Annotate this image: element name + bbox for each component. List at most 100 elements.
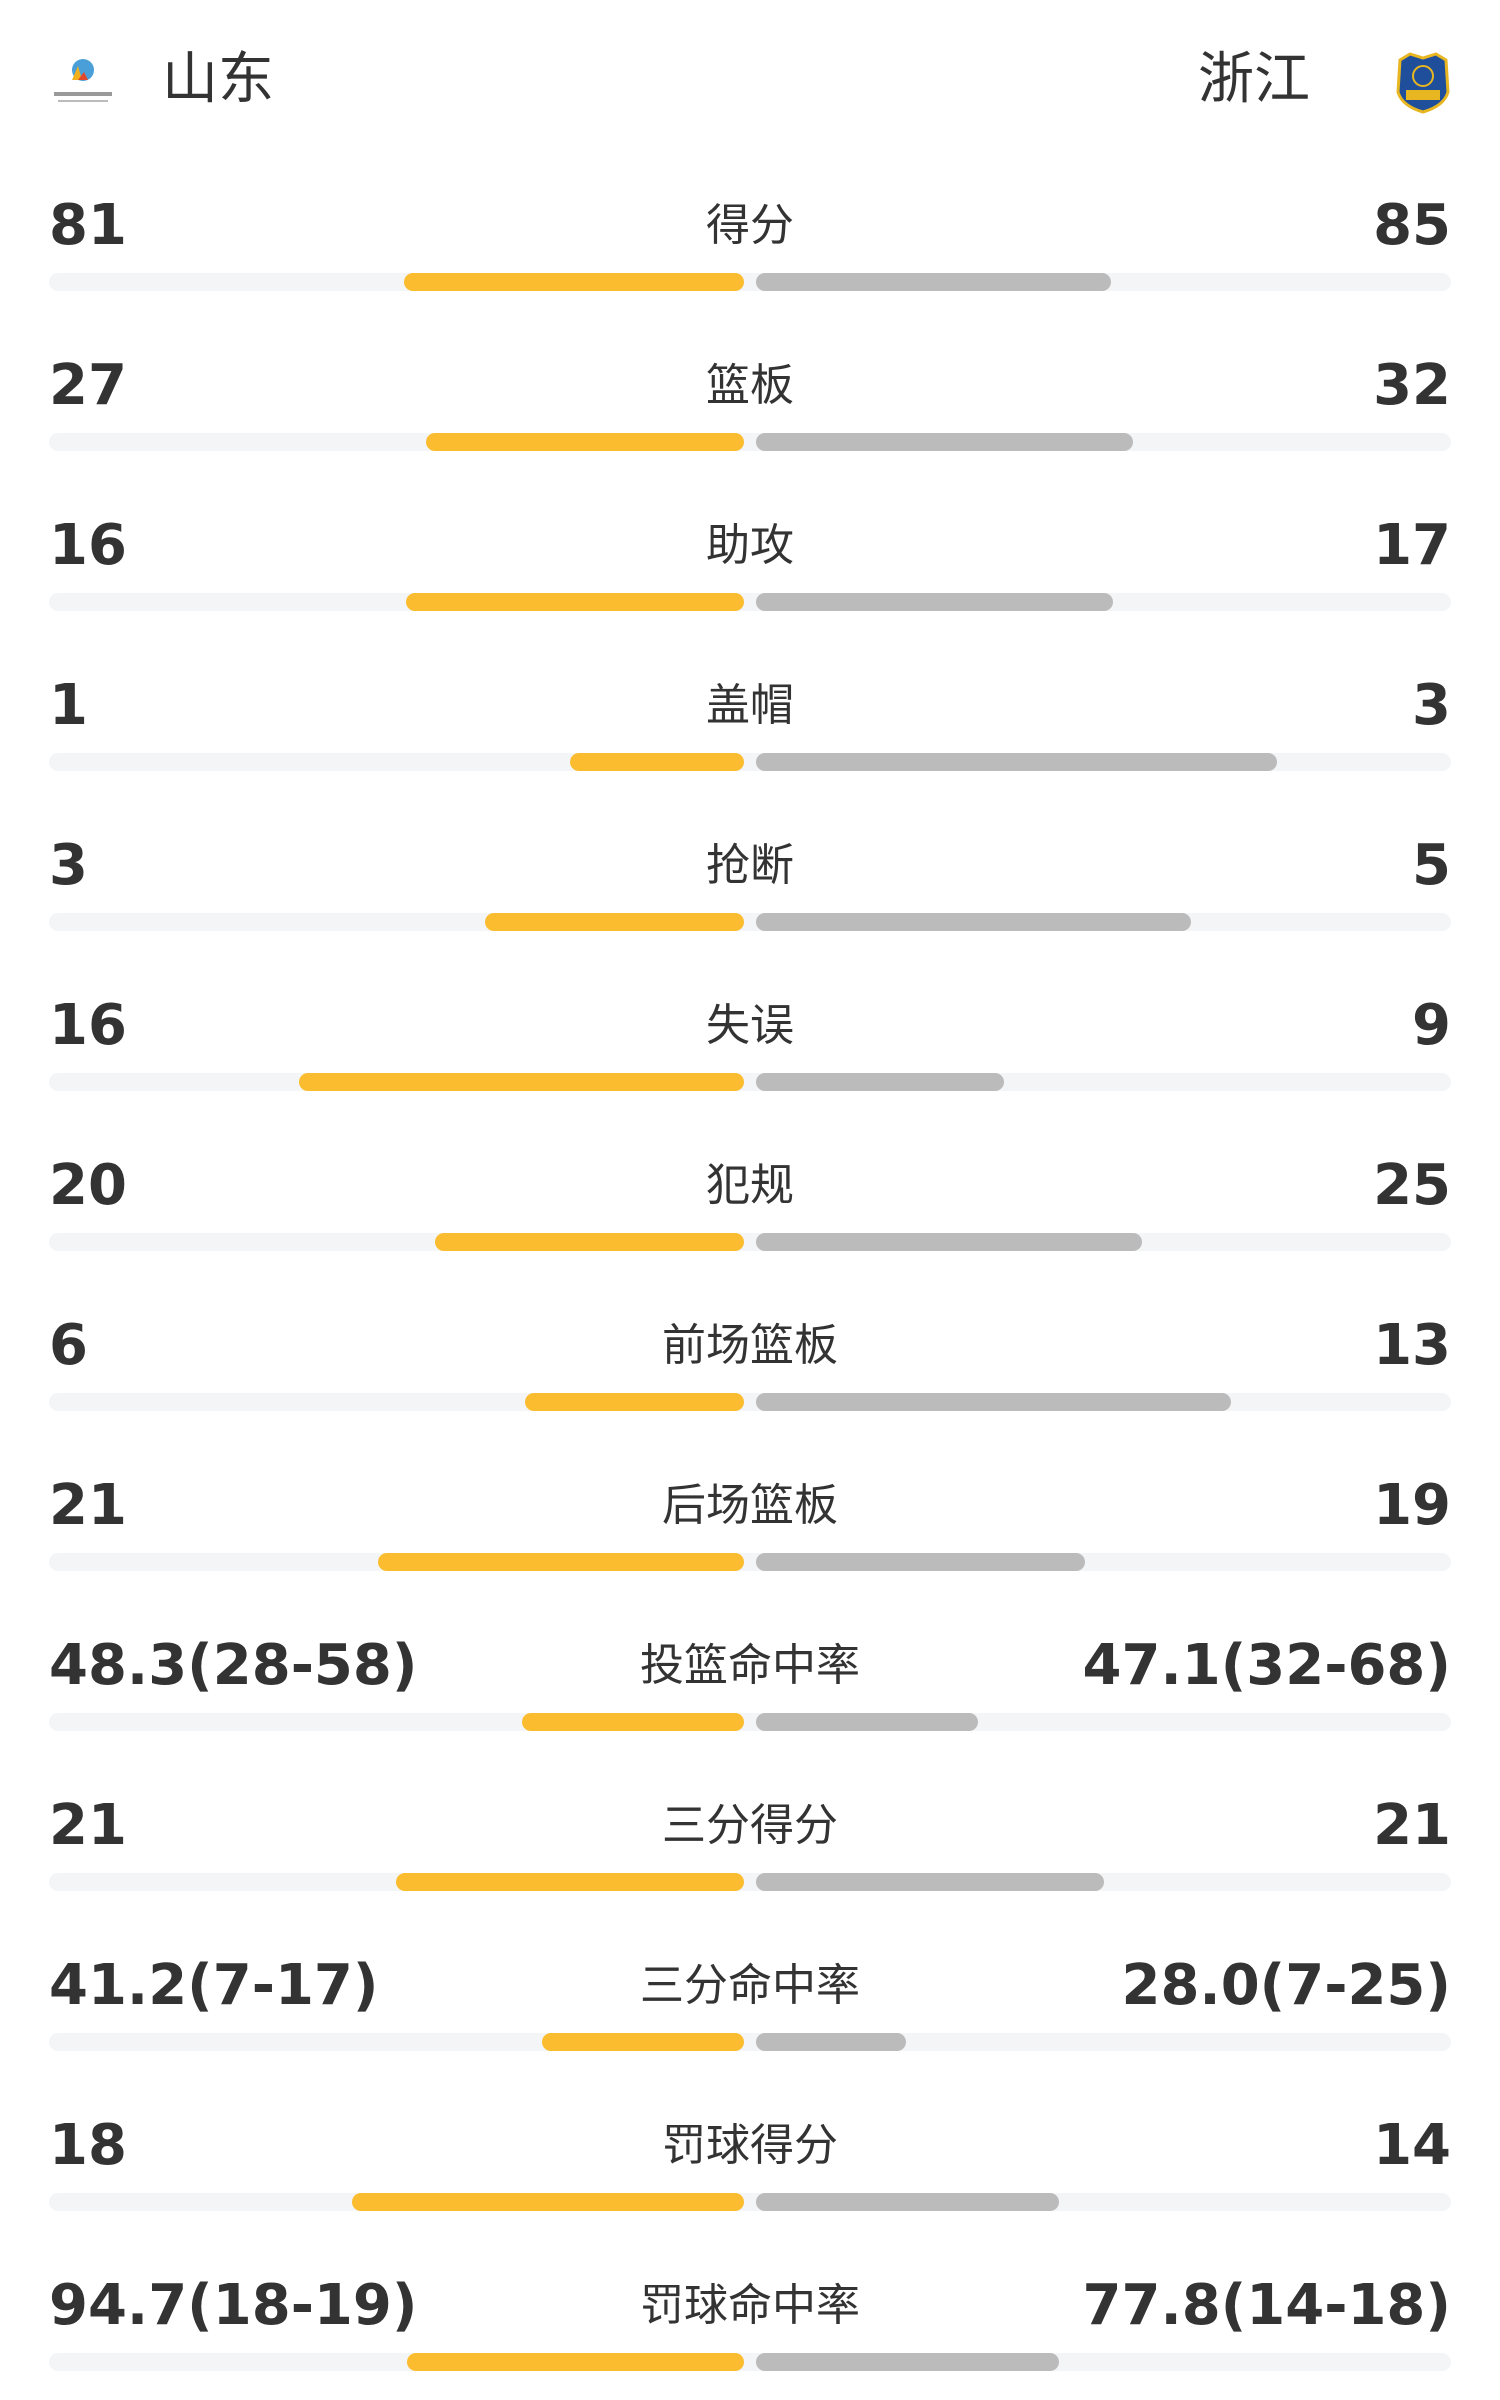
home-stat-value: 27 (49, 353, 127, 418)
stat-label: 助攻 (706, 520, 794, 571)
home-stat-value: 21 (49, 1473, 127, 1538)
stat-bar-track (49, 2193, 1451, 2211)
home-stat-bar (299, 1073, 744, 1091)
home-stat-bar (525, 1393, 744, 1411)
stat-row: 20 犯规 25 (0, 1120, 1500, 1280)
away-stat-value: 47.1(32-68) (1082, 1633, 1451, 1698)
stat-bar-track (49, 593, 1451, 611)
home-stat-bar (352, 2193, 744, 2211)
home-stat-bar (435, 1233, 744, 1251)
stat-bar-track (49, 913, 1451, 931)
home-stat-bar (407, 2353, 744, 2371)
home-stat-value: 21 (49, 1793, 127, 1858)
away-stat-bar (756, 753, 1277, 771)
zhejiang-logo-icon (1396, 52, 1450, 114)
stat-bar-track (49, 1553, 1451, 1571)
stat-label: 罚球得分 (662, 2120, 838, 2171)
home-stat-value: 6 (49, 1313, 88, 1378)
home-stat-value: 41.2(7-17) (49, 1953, 379, 2018)
away-stat-value: 14 (1373, 2113, 1451, 2178)
stat-row: 3 抢断 5 (0, 800, 1500, 960)
stat-label: 得分 (706, 200, 794, 251)
stat-row: 81 得分 85 (0, 160, 1500, 320)
stat-row: 41.2(7-17) 三分命中率 28.0(7-25) (0, 1920, 1500, 2080)
away-stat-bar (756, 1073, 1004, 1091)
away-stat-value: 13 (1373, 1313, 1451, 1378)
stat-bar-track (49, 1233, 1451, 1251)
stat-bar-track (49, 2033, 1451, 2051)
stat-bar-track (49, 273, 1451, 291)
home-stat-value: 18 (49, 2113, 127, 2178)
away-stat-value: 25 (1373, 1153, 1451, 1218)
stat-label: 盖帽 (706, 680, 794, 731)
stat-label: 前场篮板 (662, 1320, 838, 1371)
home-team-name: 山东 (162, 47, 274, 112)
away-stat-bar (756, 1713, 978, 1731)
stat-bar-track (49, 1873, 1451, 1891)
away-stat-value: 17 (1373, 513, 1451, 578)
home-stat-bar (426, 433, 744, 451)
home-stat-bar (485, 913, 744, 931)
stat-bar-track (49, 2353, 1451, 2371)
stat-row: 16 失误 9 (0, 960, 1500, 1120)
stat-row: 94.7(18-19) 罚球命中率 77.8(14-18) (0, 2240, 1500, 2400)
away-team-name: 浙江 (1198, 47, 1310, 112)
home-stat-value: 1 (49, 673, 88, 738)
home-stat-value: 16 (49, 513, 127, 578)
home-stat-value: 48.3(28-58) (49, 1633, 418, 1698)
away-stat-bar (756, 2193, 1059, 2211)
stat-label: 篮板 (706, 360, 794, 411)
stat-row: 21 三分得分 21 (0, 1760, 1500, 1920)
stat-bar-track (49, 1393, 1451, 1411)
away-stat-bar (756, 1393, 1231, 1411)
away-stat-value: 21 (1373, 1793, 1451, 1858)
stat-bar-track (49, 1713, 1451, 1731)
home-stat-bar (542, 2033, 744, 2051)
shandong-logo-icon (54, 59, 112, 102)
home-stat-value: 16 (49, 993, 127, 1058)
stat-label: 后场篮板 (662, 1480, 838, 1531)
stat-bar-track (49, 433, 1451, 451)
away-stat-value: 28.0(7-25) (1121, 1953, 1452, 2018)
stat-label: 三分得分 (662, 1800, 838, 1851)
away-stat-bar (756, 1873, 1104, 1891)
away-stat-value: 9 (1412, 993, 1451, 1058)
away-stat-bar (756, 1233, 1142, 1251)
away-stat-value: 3 (1412, 673, 1451, 738)
home-stat-value: 94.7(18-19) (49, 2273, 418, 2338)
away-stat-bar (756, 433, 1133, 451)
away-stat-bar (756, 593, 1113, 611)
away-stat-bar (756, 273, 1111, 291)
away-stat-bar (756, 2033, 906, 2051)
stat-row: 48.3(28-58) 投篮命中率 47.1(32-68) (0, 1600, 1500, 1760)
home-stat-value: 81 (49, 193, 127, 258)
stat-row: 1 盖帽 3 (0, 640, 1500, 800)
home-stat-bar (396, 1873, 744, 1891)
home-stat-bar (570, 753, 744, 771)
stat-row: 21 后场篮板 19 (0, 1440, 1500, 1600)
stat-label: 三分命中率 (640, 1960, 860, 2011)
stat-row: 18 罚球得分 14 (0, 2080, 1500, 2240)
stat-bar-track (49, 1073, 1451, 1091)
home-stat-bar (378, 1553, 744, 1571)
home-stat-value: 20 (49, 1153, 127, 1218)
stat-row: 6 前场篮板 13 (0, 1280, 1500, 1440)
away-stat-value: 32 (1373, 353, 1451, 418)
away-stat-value: 19 (1373, 1473, 1451, 1538)
home-stat-bar (522, 1713, 744, 1731)
stat-label: 犯规 (706, 1160, 794, 1211)
away-stat-bar (756, 913, 1191, 931)
home-stat-bar (404, 273, 744, 291)
home-stat-bar (406, 593, 744, 611)
match-header: 山东 浙江 (0, 0, 1500, 160)
away-stat-bar (756, 1553, 1085, 1571)
away-stat-bar (756, 2353, 1059, 2371)
home-stat-value: 3 (49, 833, 88, 898)
stat-row: 16 助攻 17 (0, 480, 1500, 640)
stat-label: 投篮命中率 (640, 1640, 860, 1691)
away-stat-value: 5 (1412, 833, 1451, 898)
away-stat-value: 85 (1373, 193, 1451, 258)
stat-label: 失误 (706, 1000, 794, 1051)
stat-label: 罚球命中率 (640, 2280, 860, 2331)
stat-row: 27 篮板 32 (0, 320, 1500, 480)
